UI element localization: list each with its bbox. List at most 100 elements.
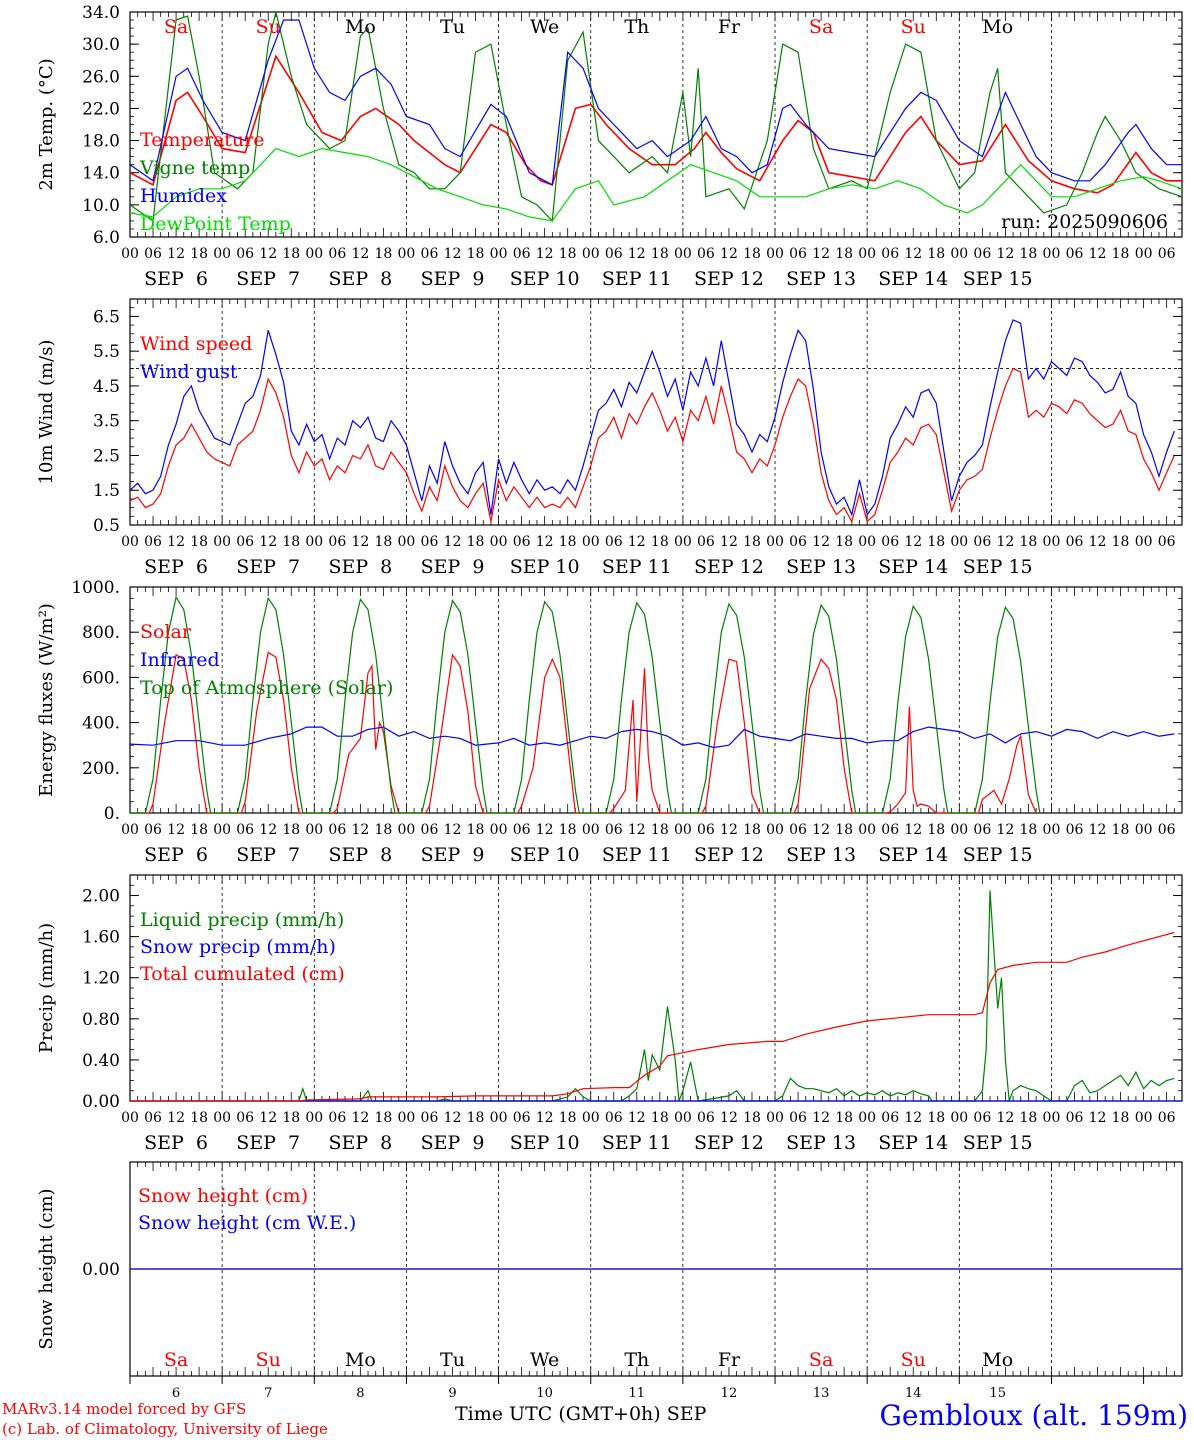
hour-label: 00 — [674, 246, 692, 262]
legend-entry: Top of Atmosphere (Solar) — [140, 677, 393, 699]
legend-entry: Temperature — [140, 129, 264, 151]
hour-label: 00 — [213, 534, 231, 550]
panel-3 — [129, 586, 1183, 814]
hour-label: 06 — [881, 1110, 899, 1126]
y-tick-label: 600. — [82, 668, 120, 688]
hour-label: 12 — [444, 246, 462, 262]
hour-label: 18 — [1020, 822, 1038, 838]
hour-label: 06 — [513, 822, 531, 838]
hour-label: 18 — [467, 822, 485, 838]
y-tick-label: 30.0 — [82, 35, 120, 55]
legend-entry: Vigne temp — [139, 157, 250, 179]
hour-label: 00 — [950, 822, 968, 838]
hour-label: 06 — [328, 246, 346, 262]
hour-label: 06 — [973, 822, 991, 838]
hour-label: 00 — [121, 534, 139, 550]
hour-label: 12 — [904, 1110, 922, 1126]
y-tick-label: 34.0 — [82, 3, 120, 23]
hour-label: 06 — [789, 534, 807, 550]
hour-label: 06 — [605, 822, 623, 838]
hour-label: 12 — [628, 822, 646, 838]
hour-label: 00 — [1135, 822, 1153, 838]
weekday-label: Mo — [982, 16, 1013, 38]
y-axis-label: Energy fluxes (W/m²) — [36, 603, 57, 797]
hour-label: 00 — [582, 534, 600, 550]
y-tick-label: 400. — [82, 714, 120, 734]
weekday-label: Tu — [440, 16, 465, 38]
legend-entry: Total cumulated (cm) — [140, 963, 345, 985]
hour-label: 00 — [121, 822, 139, 838]
model-line: MARv3.14 model forced by GFS — [2, 1400, 247, 1418]
hour-label: 00 — [766, 246, 784, 262]
x-axis-title: Time UTC (GMT+0h) SEP — [455, 1403, 706, 1425]
date-label: SEP 12 — [694, 556, 764, 578]
hour-label: 18 — [374, 246, 392, 262]
hour-label: 18 — [651, 246, 669, 262]
y-axis-label: 2m Temp. (°C) — [36, 58, 57, 190]
date-label: SEP 6 — [144, 556, 208, 578]
weekday-label: Su — [256, 16, 281, 38]
date-label: SEP 9 — [421, 844, 485, 866]
hour-label: 06 — [881, 534, 899, 550]
hour-label: 18 — [190, 822, 208, 838]
legend-entry: Infrared — [140, 649, 220, 671]
hour-label: 06 — [1066, 1110, 1084, 1126]
hour-label: 00 — [1135, 1110, 1153, 1126]
hour-label: 00 — [766, 1110, 784, 1126]
hour-label: 18 — [1020, 246, 1038, 262]
hour-label: 18 — [559, 822, 577, 838]
hour-label: 18 — [559, 1110, 577, 1126]
y-tick-label: 26.0 — [82, 67, 120, 87]
hour-label: 12 — [720, 246, 738, 262]
hour-label: 00 — [1043, 822, 1061, 838]
hour-label: 06 — [421, 1110, 439, 1126]
hour-label: 12 — [812, 822, 830, 838]
series-line-liquid-precip-mm-h- — [130, 890, 1175, 1102]
date-label: SEP 10 — [510, 844, 580, 866]
hour-label: 12 — [351, 1110, 369, 1126]
panel-1 — [129, 11, 1183, 238]
date-label: SEP 8 — [328, 268, 392, 290]
hour-label: 18 — [1020, 534, 1038, 550]
hour-label: 06 — [236, 246, 254, 262]
hour-label: 18 — [1112, 1110, 1130, 1126]
date-label: SEP 10 — [510, 1132, 580, 1154]
hour-label: 00 — [674, 822, 692, 838]
series-line-wind-speed — [129, 367, 1175, 524]
weekday-label: Su — [901, 1349, 926, 1371]
hour-label: 12 — [536, 534, 554, 550]
y-axis-label: Precip (mm/h) — [36, 923, 57, 1053]
hour-label: 06 — [328, 534, 346, 550]
weekday-label: Fr — [718, 16, 741, 38]
hour-label: 06 — [144, 246, 162, 262]
hour-label: 18 — [1112, 534, 1130, 550]
y-tick-label: 0. — [104, 804, 120, 824]
plot-frame — [129, 586, 1183, 814]
day-number-label: 7 — [264, 1386, 272, 1401]
hour-label: 06 — [1066, 534, 1084, 550]
y-tick-label: 1.20 — [82, 969, 120, 989]
date-label: SEP 15 — [963, 268, 1033, 290]
hour-label: 12 — [351, 534, 369, 550]
hour-label: 12 — [536, 1110, 554, 1126]
hour-label: 12 — [812, 1110, 830, 1126]
date-label: SEP 14 — [878, 1132, 948, 1154]
hour-label: 06 — [328, 1110, 346, 1126]
hour-label: 12 — [351, 246, 369, 262]
day-number-label: 6 — [172, 1386, 180, 1401]
hour-label: 06 — [421, 534, 439, 550]
hour-label: 00 — [398, 246, 416, 262]
date-label: SEP 14 — [878, 268, 948, 290]
date-label: SEP 7 — [236, 268, 300, 290]
weekday-label: Su — [901, 16, 926, 38]
hour-label: 18 — [651, 1110, 669, 1126]
hour-label: 12 — [351, 822, 369, 838]
run-label: run: 2025090606 — [1001, 211, 1168, 233]
hour-label: 06 — [144, 534, 162, 550]
date-label: SEP 10 — [510, 556, 580, 578]
day-number-label: 8 — [356, 1386, 364, 1401]
hour-label: 12 — [536, 246, 554, 262]
hour-label: 06 — [697, 822, 715, 838]
hour-label: 00 — [766, 534, 784, 550]
